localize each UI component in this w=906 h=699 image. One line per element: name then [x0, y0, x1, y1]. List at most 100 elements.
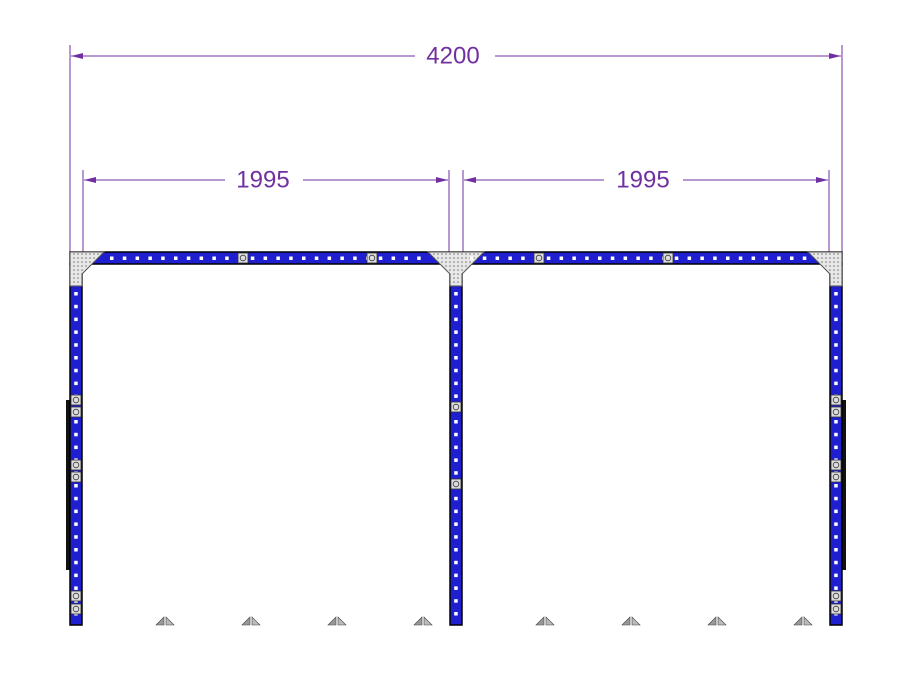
foot: [621, 616, 631, 626]
hole: [454, 292, 458, 296]
hole: [834, 317, 838, 322]
bolt: [70, 459, 82, 471]
bolt-head: [664, 254, 672, 262]
bolt: [830, 603, 842, 615]
hole: [834, 445, 838, 450]
bolt-head: [72, 605, 80, 613]
corner-gusset: [806, 251, 843, 287]
bolt: [366, 252, 378, 264]
hole: [74, 548, 78, 552]
hole: [834, 292, 838, 296]
hole: [649, 256, 653, 260]
foot: [707, 616, 717, 626]
hole: [174, 256, 178, 260]
hole: [700, 256, 704, 260]
bolt-head: [452, 403, 460, 411]
hole: [135, 256, 140, 260]
hole: [572, 256, 576, 260]
hole: [777, 256, 781, 260]
hole: [802, 256, 807, 260]
bolt: [830, 590, 842, 602]
hole: [454, 394, 458, 398]
hole: [636, 256, 640, 260]
hole: [454, 381, 458, 386]
hole: [263, 256, 268, 260]
hole: [610, 256, 615, 260]
hole: [454, 599, 458, 603]
feet: [155, 616, 813, 626]
hole: [454, 343, 458, 347]
hole: [454, 573, 458, 578]
bolt-head: [535, 254, 543, 262]
dimension-label: 1995: [236, 166, 289, 193]
side-plate: [66, 400, 70, 570]
hole: [713, 256, 717, 260]
holes: [70, 252, 842, 616]
hole: [454, 304, 458, 309]
hole: [74, 330, 78, 334]
dimension-label: 1995: [616, 166, 669, 193]
hole: [495, 256, 500, 260]
hole: [74, 560, 78, 565]
hole: [834, 560, 838, 565]
foot: [545, 616, 555, 626]
hole: [751, 256, 756, 260]
bolt: [450, 478, 462, 490]
hole: [834, 432, 838, 437]
hole: [391, 256, 396, 260]
bolt: [830, 459, 842, 471]
hole: [454, 420, 458, 424]
hole: [834, 330, 838, 334]
hole: [199, 256, 204, 260]
hole: [74, 496, 78, 501]
foot: [155, 616, 165, 626]
hole: [834, 586, 838, 590]
hole: [74, 292, 78, 296]
hole: [834, 356, 838, 360]
hole: [454, 432, 458, 437]
hole: [353, 256, 357, 260]
t-gusset: [426, 251, 486, 287]
bolt: [70, 603, 82, 615]
hole: [74, 484, 78, 488]
hole: [454, 509, 458, 514]
hole: [559, 256, 564, 260]
hole: [454, 612, 458, 616]
hole: [834, 573, 838, 578]
hole: [834, 548, 838, 552]
bolt: [237, 252, 249, 264]
hole: [404, 256, 408, 260]
bolt-head: [72, 461, 80, 469]
bolt: [450, 401, 462, 413]
hole: [674, 256, 679, 260]
hole: [417, 256, 421, 260]
bolt-head: [239, 254, 247, 262]
hole: [482, 256, 487, 260]
hole: [161, 256, 165, 260]
hole: [738, 256, 743, 260]
bolt: [662, 252, 674, 264]
hole: [790, 256, 794, 260]
hole: [454, 458, 458, 462]
foot: [717, 616, 727, 626]
foot: [423, 616, 433, 626]
hole: [340, 256, 344, 260]
bolt: [830, 471, 842, 483]
hole: [834, 496, 838, 501]
hole: [74, 343, 78, 347]
hole: [834, 484, 838, 488]
hole: [834, 420, 838, 424]
hole: [378, 256, 383, 260]
bolt-head: [832, 461, 840, 469]
hole: [585, 256, 589, 260]
foot: [165, 616, 175, 626]
hole: [74, 432, 78, 437]
hole: [74, 420, 78, 424]
hole: [454, 471, 458, 475]
hole: [454, 548, 458, 552]
hole: [74, 368, 78, 373]
hole: [454, 368, 458, 373]
bolt: [533, 252, 545, 264]
